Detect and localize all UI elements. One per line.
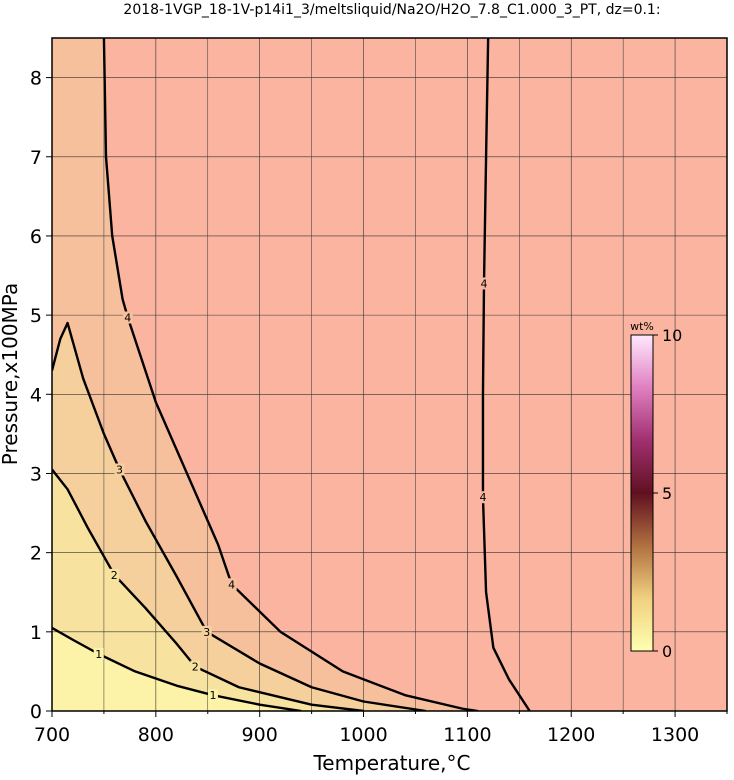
colorbar-tick-label: 10 [662,326,682,345]
colorbar-tick-label: 0 [662,642,672,661]
y-tick-label: 5 [30,305,42,327]
contour-line [52,321,427,711]
contour-label-bg [226,578,237,591]
x-tick-label: 900 [242,724,278,746]
contour-label-bg [201,625,212,638]
contour-line [52,626,302,711]
contour-label-bg [207,689,218,702]
contour-label: 1 [95,648,102,661]
contour-label: 4 [124,311,131,324]
contour-label: 1 [209,689,216,702]
contour-label-bg [122,311,133,324]
contour-label: 4 [481,277,488,290]
x-tick-label: 700 [34,724,70,746]
contour-label-bg [109,568,120,581]
y-tick-label: 7 [30,147,42,169]
contour-label-bg [190,660,201,673]
contour-label-bg [479,277,489,290]
colorbar-tick-label: 5 [662,484,672,503]
contour-fill [52,469,364,711]
contour-label: 2 [192,661,199,674]
plot-area: 4 4 3 3 2 2 1 1 4 4 [52,38,727,711]
contour-label: 3 [116,464,123,477]
x-tick-label: 1300 [651,724,699,746]
chart-title: 2018-1VGP_18-1V-p14i1_3/meltsliquid/Na2O… [123,2,660,18]
contour-label: 3 [203,626,210,639]
contour-label: 2 [111,569,118,582]
contour-label: 4 [479,491,486,504]
x-axis-label: Temperature,°C [312,751,470,775]
y-tick-label: 0 [30,701,42,723]
y-tick-label: 1 [30,622,42,644]
x-tick-label: 800 [138,724,174,746]
contour-fill [52,627,302,711]
contour-label-bg [477,491,488,504]
y-tick-label: 2 [30,543,42,565]
x-tick-label: 1200 [547,724,595,746]
x-tick-label: 1000 [339,724,387,746]
y-tick-label: 6 [30,226,42,248]
contour-label-bg [93,647,104,660]
plot-frame [51,37,728,712]
colorbar-label: wt% [630,320,654,333]
y-tick-label: 3 [30,463,42,485]
contour-label-bg [114,463,125,476]
colorbar [630,334,654,652]
x-tick-label: 1100 [443,724,491,746]
y-tick-label: 4 [30,384,42,406]
y-axis-label: Pressure,x100MPa [0,283,22,465]
contour-line [102,38,478,711]
y-tick-label: 8 [30,68,42,90]
contour-label: 4 [228,578,235,591]
contour-line [52,468,364,711]
